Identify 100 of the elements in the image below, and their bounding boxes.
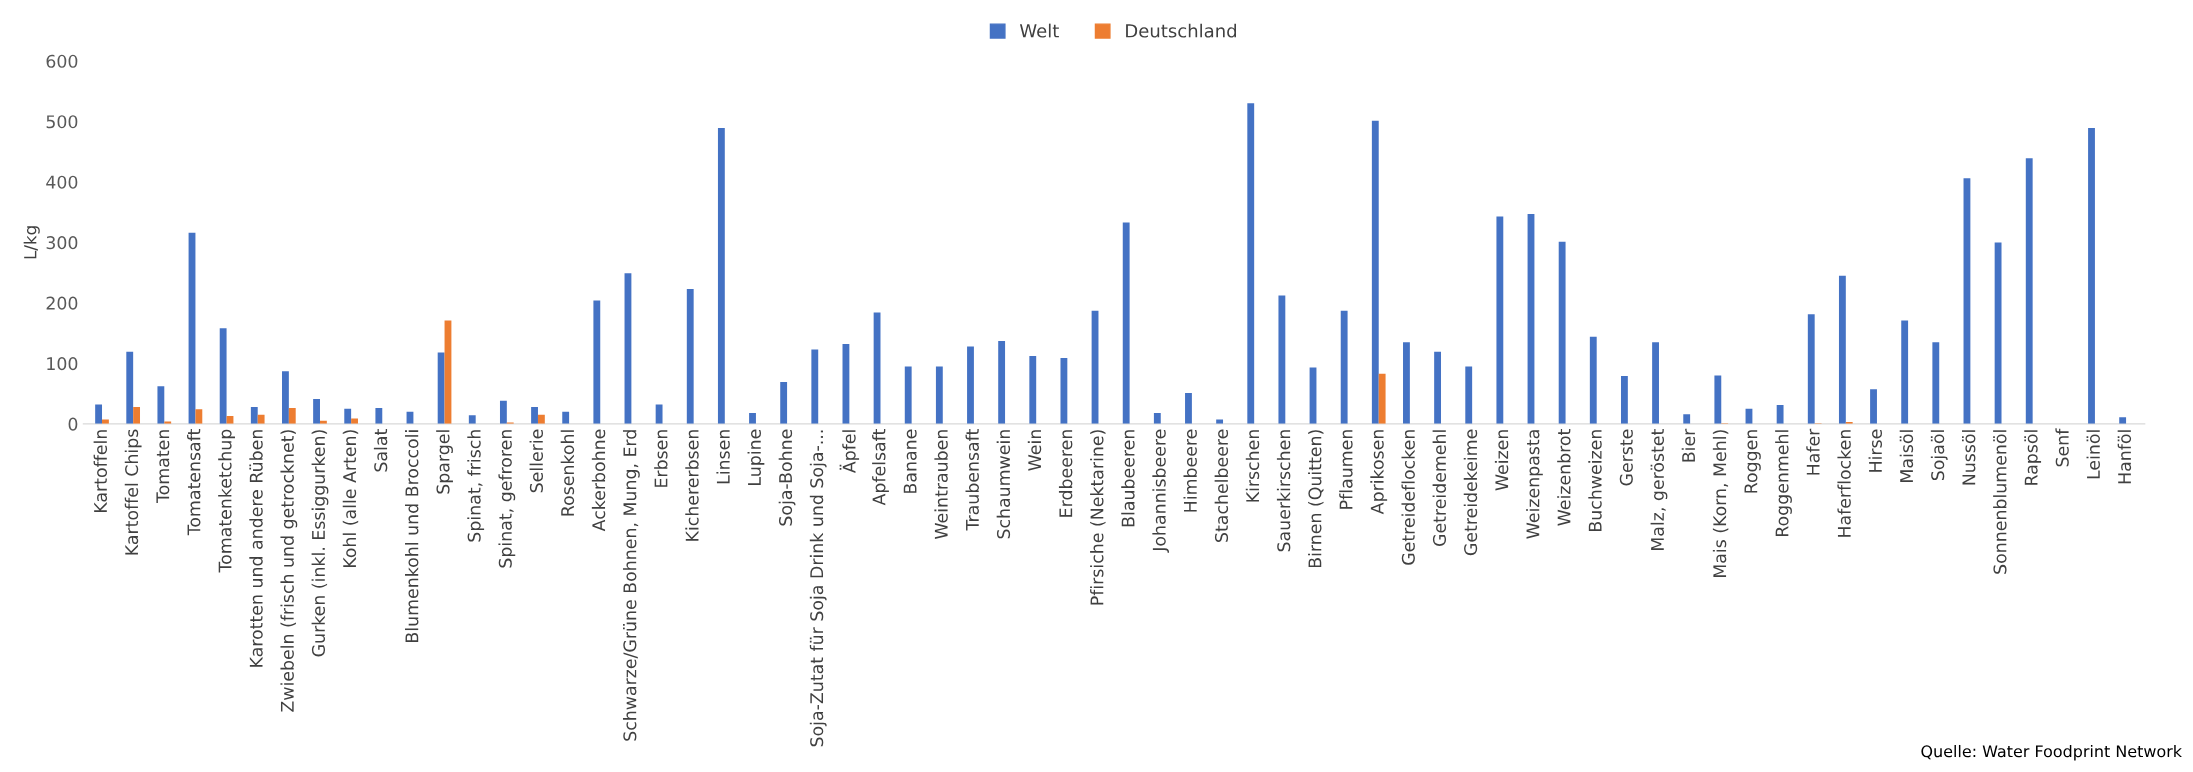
bar bbox=[811, 349, 819, 424]
x-tick-label: Blumenkohl und Broccoli bbox=[405, 430, 419, 642]
y-tick-label: 300 bbox=[46, 236, 78, 250]
bar bbox=[1247, 103, 1255, 424]
x-tick-label: Hanföl bbox=[2117, 430, 2132, 484]
x-tick-label: Hirse bbox=[1868, 429, 1882, 472]
x-tick-label: Wein bbox=[1027, 430, 1042, 471]
bar bbox=[95, 404, 103, 424]
bar bbox=[1434, 351, 1442, 424]
x-tick-label: Buchweizen bbox=[1588, 430, 1602, 531]
bar bbox=[133, 406, 141, 424]
bar bbox=[1060, 357, 1068, 424]
x-tick-label: Senf bbox=[2055, 428, 2069, 467]
bar bbox=[935, 366, 943, 424]
x-tick-label: Lupine bbox=[747, 429, 765, 485]
bar bbox=[1589, 336, 1597, 424]
x-tick-label: Kartoffeln bbox=[93, 430, 108, 512]
x-tick-label: Schaumwein bbox=[996, 430, 1011, 539]
x-tick-label: Roggen bbox=[1744, 430, 1761, 493]
bar bbox=[1371, 120, 1379, 424]
legend-label: Welt bbox=[1019, 23, 1059, 38]
x-tick-label: Rosenkohl bbox=[560, 430, 575, 516]
bar bbox=[313, 399, 320, 424]
bar bbox=[1652, 342, 1659, 424]
x-tick-label: Salat bbox=[373, 429, 388, 472]
legend-label: Deutschland bbox=[1126, 23, 1236, 38]
bar bbox=[904, 366, 912, 424]
x-tick-label: Soja-Zutat für Soja Drink und Soja-... bbox=[809, 430, 827, 747]
bar bbox=[195, 409, 203, 424]
bar bbox=[375, 408, 383, 424]
x-tick-label: Blaubeeren bbox=[1121, 430, 1135, 527]
x-tick-label: Äpfel bbox=[839, 430, 860, 474]
x-tick-label: Kirschen bbox=[1245, 430, 1260, 502]
bar bbox=[1994, 242, 2002, 424]
bar bbox=[1776, 405, 1784, 424]
x-tick-label: Linsen bbox=[716, 430, 730, 484]
bar bbox=[126, 351, 134, 424]
bar bbox=[1838, 275, 1846, 424]
bar bbox=[2025, 158, 2033, 424]
bar bbox=[468, 415, 476, 424]
x-tick-label: Johannisbeere bbox=[1152, 429, 1170, 553]
x-tick-label: Hafer bbox=[1806, 428, 1820, 475]
bar bbox=[1901, 320, 1909, 424]
y-tick-label: 400 bbox=[46, 175, 78, 189]
bar bbox=[1122, 222, 1130, 424]
bar bbox=[562, 411, 570, 424]
bar bbox=[1558, 241, 1566, 424]
x-tick-label: Getreidemehl bbox=[1432, 430, 1447, 547]
x-tick-label: Sellerie bbox=[529, 429, 543, 493]
bar bbox=[749, 412, 756, 424]
y-axis-title: L/kg bbox=[23, 226, 40, 259]
bar bbox=[717, 128, 725, 424]
x-tick-label: Tomaten bbox=[156, 430, 170, 504]
x-tick-label: Tomatenketchup bbox=[218, 429, 235, 573]
x-tick-label: Schwarze/Grüne Bohnen, Mung, Erd bbox=[622, 430, 640, 741]
source-note: Quelle: Water Foodprint Network bbox=[1921, 744, 2182, 761]
x-tick-label: Soja-Bohne bbox=[778, 429, 796, 526]
x-tick-label: Roggenmehl bbox=[1775, 430, 1792, 537]
x-tick-label: Karotten und andere Rüben bbox=[249, 430, 263, 667]
x-tick-label: Kartoffel Chips bbox=[124, 429, 142, 555]
x-tick-label: Spargel bbox=[436, 430, 453, 494]
bar bbox=[531, 406, 538, 424]
x-tick-label: Mais (Korn, Mehl) bbox=[1712, 430, 1729, 578]
bar bbox=[1278, 295, 1286, 424]
x-tick-label: Getreidekeime bbox=[1463, 429, 1478, 556]
x-tick-label: Pfirsiche (Nektarine) bbox=[1090, 430, 1106, 605]
x-tick-label: Weizenbrot bbox=[1557, 429, 1571, 526]
bar bbox=[1496, 216, 1504, 424]
x-tick-label: Maisöl bbox=[1899, 430, 1914, 482]
x-tick-label: Leinöl bbox=[2086, 430, 2100, 479]
y-tick-label: 100 bbox=[47, 357, 78, 371]
x-tick-label: Sonnenblumenöl bbox=[1993, 430, 2007, 574]
x-tick-label: Spinat, gefroren bbox=[498, 430, 516, 568]
bar bbox=[499, 400, 507, 424]
bar bbox=[219, 328, 227, 424]
bar bbox=[537, 414, 545, 424]
x-tick-label: Stachelbeere bbox=[1214, 429, 1229, 542]
bar bbox=[257, 414, 265, 424]
y-tick-label: 200 bbox=[46, 296, 78, 310]
bar bbox=[1714, 375, 1722, 424]
y-tick-label: 600 bbox=[46, 54, 78, 68]
x-tick-label: Sauerkirschen bbox=[1276, 430, 1291, 552]
bar bbox=[288, 408, 296, 424]
bar bbox=[157, 386, 165, 424]
bar bbox=[593, 300, 601, 424]
bar bbox=[998, 340, 1006, 424]
x-tick-label: Kichererbsen bbox=[685, 430, 699, 541]
x-tick-label: Weizen bbox=[1494, 430, 1509, 491]
x-tick-label: Pflaumen bbox=[1339, 430, 1353, 509]
x-tick-label: Gurken (inkl. Essiggurken) bbox=[311, 430, 329, 657]
y-tick-label: 0 bbox=[68, 417, 78, 431]
x-tick-label: Ackerbohne bbox=[591, 429, 606, 532]
bar bbox=[1153, 412, 1161, 424]
bar bbox=[967, 346, 974, 424]
bar bbox=[1378, 373, 1386, 424]
bar bbox=[780, 382, 788, 424]
x-tick-label: Weizenpasta bbox=[1526, 430, 1543, 539]
x-tick-label: Gerste bbox=[1619, 429, 1633, 486]
bar bbox=[437, 352, 445, 424]
x-tick-label: Spinat, frisch bbox=[467, 430, 485, 542]
